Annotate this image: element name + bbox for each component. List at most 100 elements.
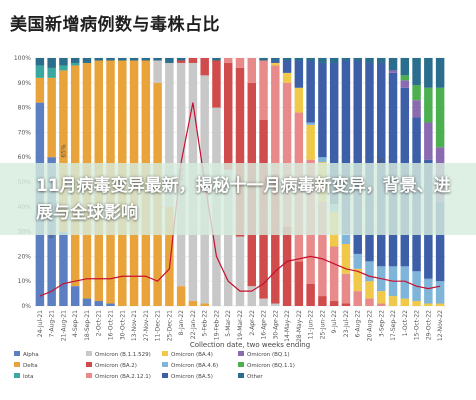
bar-segment: [388, 70, 398, 73]
x-tick-label: 29-Oct-22: [425, 310, 432, 340]
bar-segment: [435, 87, 445, 148]
x-tick-label: 19-Feb-22: [213, 310, 220, 340]
bar-segment: [400, 298, 410, 306]
bar-segment: [247, 286, 257, 306]
bar-segment: [294, 60, 304, 88]
bar-segment: [271, 303, 280, 306]
legend-swatch: [162, 351, 168, 356]
x-tick-label: 25-Jun-22: [319, 310, 326, 339]
bar-segment: [59, 231, 68, 306]
x-tick-label: 6-Aug-22: [355, 310, 362, 338]
bar-segment: [306, 283, 315, 306]
bar-segment: [59, 58, 68, 66]
bar-segment: [329, 58, 339, 63]
bar-segment: [365, 298, 374, 306]
bar-segment: [412, 85, 421, 101]
bar-segment: [47, 67, 56, 78]
x-tick-label: 8-Jan-22: [178, 310, 185, 336]
bar-segment: [400, 58, 410, 76]
bar-segment: [353, 268, 362, 292]
bar-segment: [271, 65, 280, 175]
bar-segment: [282, 82, 292, 227]
y-tick-label: 70%: [18, 129, 32, 136]
legend-label: Omicron (BQ.1.1): [247, 363, 295, 369]
headline-banner: [0, 163, 476, 235]
bar-segment: [141, 58, 151, 61]
y-tick-label: 90%: [18, 80, 32, 87]
bar-segment: [176, 60, 186, 63]
x-tick-label: 15-Oct-22: [414, 310, 421, 340]
y-tick-label: 20%: [18, 253, 32, 260]
x-tick-label: 4-Sep-21: [72, 310, 79, 337]
bar-segment: [306, 60, 315, 123]
bar-segment: [365, 62, 374, 262]
bar-segment: [400, 80, 410, 88]
bar-segment: [271, 174, 280, 304]
legend-swatch: [86, 351, 92, 356]
legend-swatch: [14, 351, 20, 356]
x-tick-label: 23-Jul-22: [343, 310, 350, 337]
bar-segment: [165, 206, 174, 306]
bar-segment: [377, 303, 386, 306]
legend-swatch: [238, 362, 244, 367]
bar-segment: [388, 296, 398, 306]
legend-label: Omicron (BA.5): [171, 374, 213, 380]
x-tick-label: 24-Jul-21: [37, 310, 44, 337]
bar-segment: [94, 301, 103, 306]
bar-segment: [282, 72, 292, 83]
bar-segment: [306, 122, 315, 125]
legend-label: Delta: [23, 363, 38, 369]
bar-segment: [188, 301, 198, 306]
bar-segment: [282, 58, 292, 61]
bar-segment: [59, 70, 68, 232]
bar-segment: [412, 100, 421, 118]
bar-segment: [294, 87, 304, 113]
legend-swatch: [14, 373, 20, 378]
x-tick-label: 2-Apr-22: [249, 310, 256, 336]
legend-label: Omicron (BA.2): [95, 363, 137, 369]
bar-segment: [341, 303, 351, 306]
bar-segment: [129, 58, 139, 61]
bar-segment: [318, 157, 327, 163]
x-tick-label: 21-Aug-21: [60, 310, 67, 341]
legend-swatch: [238, 351, 244, 356]
bar-segment: [318, 62, 327, 158]
x-tick-label: 5-Mar-22: [225, 310, 232, 337]
bar-segment: [259, 298, 268, 306]
bar-segment: [35, 65, 45, 78]
bar-segment: [259, 58, 268, 61]
bar-segment: [341, 58, 351, 61]
bar-segment: [47, 77, 56, 158]
bar-segment: [318, 201, 327, 297]
legend-label: Alpha: [23, 352, 39, 358]
x-tick-label: 14-May-22: [284, 310, 291, 342]
bar-segment: [435, 281, 445, 304]
bar-segment: [329, 62, 339, 205]
bar-segment: [341, 234, 351, 244]
bar-segment: [82, 298, 92, 306]
bar-segment: [35, 58, 45, 66]
x-tick-label: 25-Dec-21: [166, 310, 173, 341]
y-tick-label: 0%: [21, 303, 31, 310]
bar-segment: [118, 58, 127, 61]
bar-segment: [235, 236, 245, 306]
bar-segment: [353, 291, 362, 306]
x-tick-label: 30-Apr-22: [272, 310, 279, 340]
x-tick-label: 11-Dec-21: [155, 310, 162, 341]
bar-segment: [365, 281, 374, 299]
bar-segment: [377, 58, 386, 63]
bar-segment: [70, 58, 80, 63]
bar-segment: [235, 67, 245, 237]
legend-swatch: [14, 362, 20, 367]
y-tick-label: 60%: [18, 154, 32, 161]
bar-segment: [424, 278, 433, 304]
legend-label: Omicron (BA.4.6): [171, 363, 218, 369]
bar-segment: [94, 58, 103, 61]
bar-segment: [223, 62, 233, 170]
bar-segment: [353, 58, 362, 61]
x-tick-label: 22-Jan-22: [190, 310, 197, 339]
bar-segment: [353, 253, 362, 269]
bar-value-label: 65%: [60, 144, 67, 158]
x-tick-label: 28-May-22: [296, 310, 303, 342]
bar-segment: [223, 169, 233, 306]
